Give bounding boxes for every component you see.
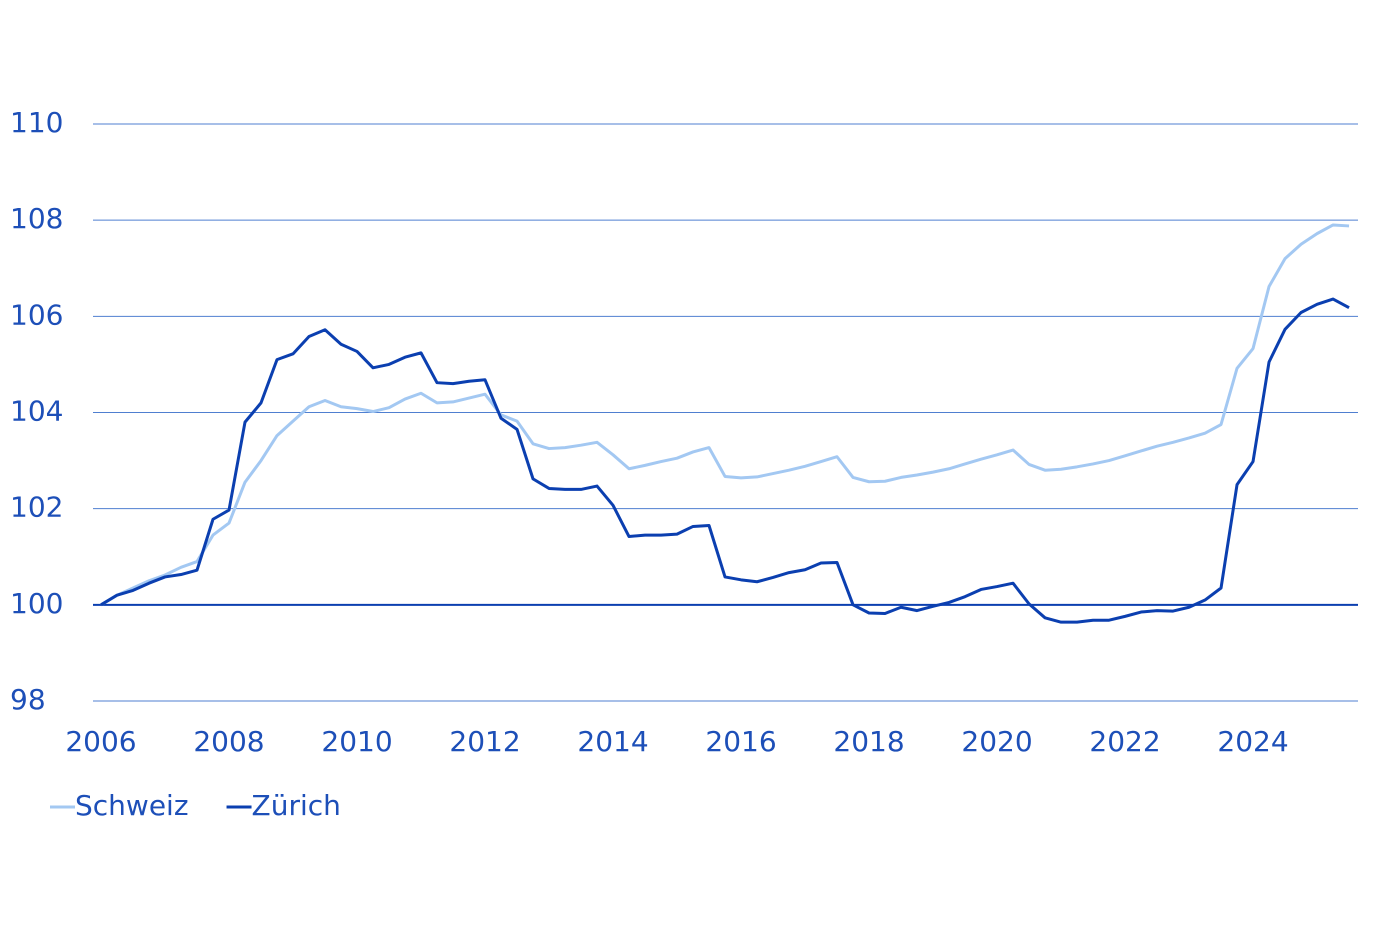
- y-tick-label: 102: [10, 491, 63, 524]
- y-tick-label: 104: [10, 395, 63, 428]
- x-tick-label: 2006: [65, 725, 136, 758]
- x-tick-label: 2014: [577, 725, 648, 758]
- x-tick-label: 2012: [449, 725, 520, 758]
- y-tick-label: 100: [10, 587, 63, 620]
- x-tick-label: 2020: [961, 725, 1032, 758]
- x-tick-label: 2024: [1217, 725, 1288, 758]
- x-tick-label: 2018: [833, 725, 904, 758]
- x-tick-label: 2022: [1089, 725, 1160, 758]
- series-line: [100, 297, 1350, 624]
- y-tick-label: 108: [10, 202, 63, 235]
- legend-label: Schweiz: [75, 789, 189, 822]
- y-tick-label: 98: [10, 683, 46, 716]
- y-tick-label: 110: [10, 106, 63, 139]
- x-tick-label: 2016: [705, 725, 776, 758]
- series-line: [100, 223, 1350, 607]
- legend-label: Zürich: [252, 789, 341, 822]
- x-tick-label: 2010: [321, 725, 392, 758]
- y-tick-label: 106: [10, 298, 63, 331]
- x-tick-label: 2008: [193, 725, 264, 758]
